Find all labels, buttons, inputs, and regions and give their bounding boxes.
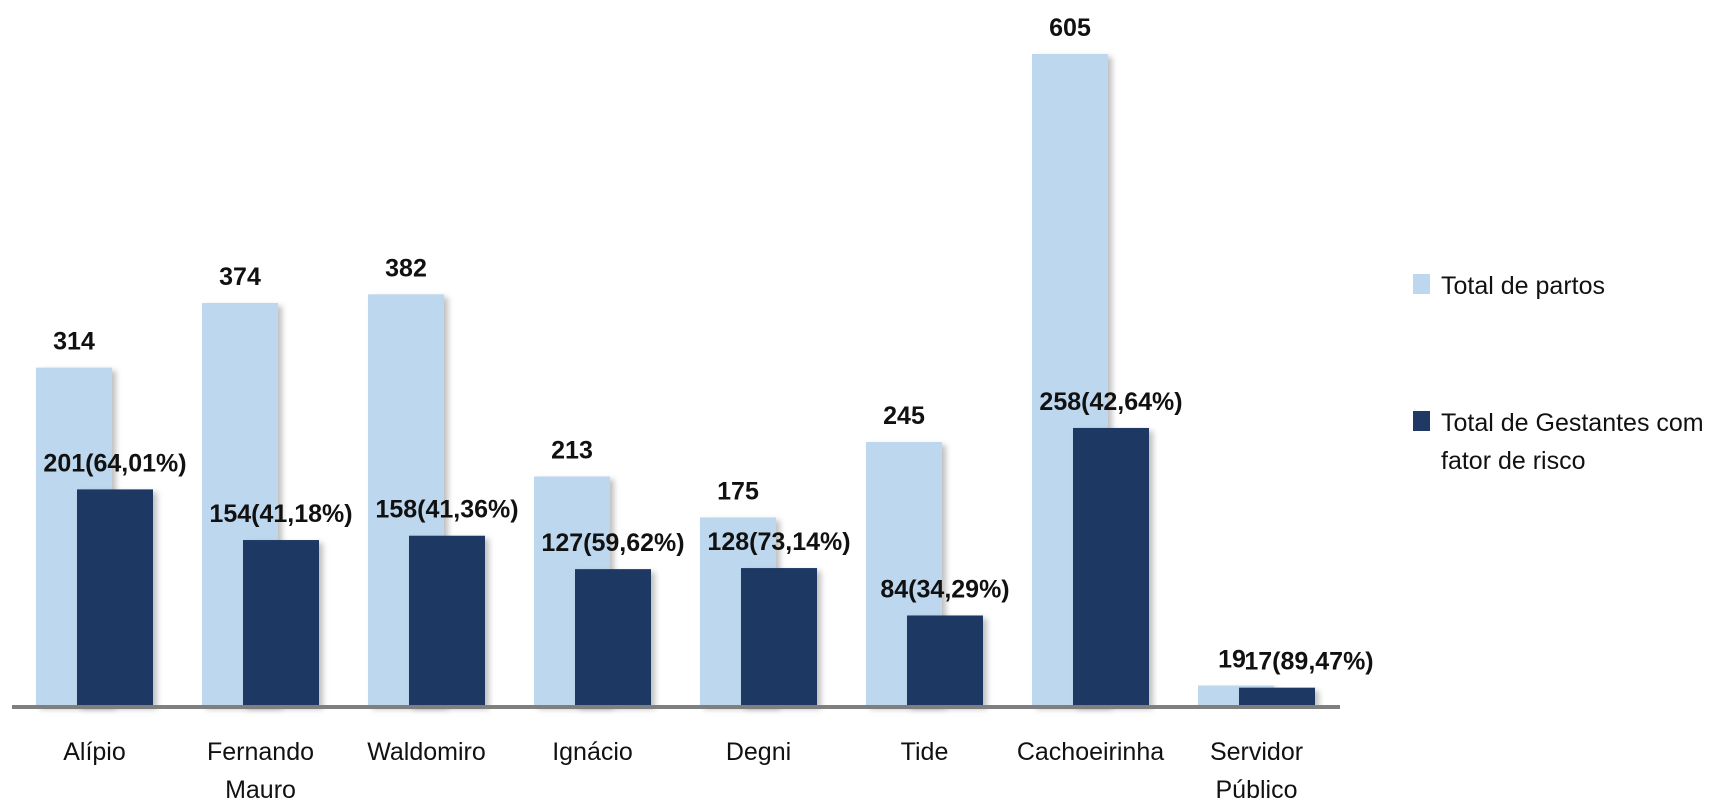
value-label-total-partos-6: 605 bbox=[1049, 14, 1091, 42]
bar-gestantes-risco-5 bbox=[907, 615, 983, 706]
value-label-gestantes-risco-2: 158(41,36%) bbox=[375, 496, 518, 524]
x-tick-label-6: Cachoeirinha bbox=[1017, 738, 1164, 766]
x-tick-label-1-line-0: Fernando bbox=[207, 738, 314, 766]
legend-label-1-line-1: fator de risco bbox=[1441, 447, 1586, 475]
legend: Total de partos Total de Gestantes com fat… bbox=[1413, 272, 1704, 475]
legend-label-1-line-0: Total de Gestantes com bbox=[1441, 409, 1704, 437]
value-label-gestantes-risco-4: 128(73,14%) bbox=[707, 528, 850, 556]
x-tick-label-7-line-1: Público bbox=[1216, 776, 1298, 801]
value-label-gestantes-risco-1: 154(41,18%) bbox=[209, 500, 352, 528]
value-label-total-partos-0: 314 bbox=[53, 328, 95, 356]
value-label-total-partos-7: 19 bbox=[1218, 646, 1246, 674]
x-tick-label-7-line-0: Servidor bbox=[1210, 738, 1303, 766]
value-label-total-partos-3: 213 bbox=[551, 436, 593, 464]
bar-gestantes-risco-7 bbox=[1239, 687, 1315, 706]
legend-label-0: Total de partos bbox=[1441, 272, 1605, 300]
bar-gestantes-risco-1 bbox=[243, 540, 319, 706]
bars-layer bbox=[36, 54, 1315, 706]
value-label-gestantes-risco-7: 17(89,47%) bbox=[1244, 648, 1373, 676]
x-tick-label-3: Ignácio bbox=[552, 738, 633, 766]
value-label-gestantes-risco-5: 84(34,29%) bbox=[880, 575, 1009, 603]
value-label-gestantes-risco-3: 127(59,62%) bbox=[541, 529, 684, 557]
legend-swatch-0 bbox=[1413, 274, 1430, 294]
value-label-gestantes-risco-0: 201(64,01%) bbox=[43, 449, 186, 477]
value-label-total-partos-5: 245 bbox=[883, 402, 925, 430]
x-tick-label-4: Degni bbox=[726, 738, 791, 766]
x-tick-label-0: Alípio bbox=[63, 738, 126, 766]
x-tick-label-2: Waldomiro bbox=[367, 738, 486, 766]
bar-gestantes-risco-2 bbox=[409, 535, 485, 706]
legend-swatch-1 bbox=[1413, 411, 1430, 431]
value-label-gestantes-risco-6: 258(42,64%) bbox=[1039, 388, 1182, 416]
bar-gestantes-risco-4 bbox=[741, 568, 817, 706]
x-tick-label-1-line-1: Mauro bbox=[225, 776, 296, 801]
x-tick-label-5: Tide bbox=[901, 738, 949, 766]
value-labels-layer: 314 201(64,01%) 374 154(41,18%) 382 158(41,36… bbox=[43, 14, 1373, 676]
value-label-total-partos-2: 382 bbox=[385, 254, 427, 282]
bar-gestantes-risco-0 bbox=[77, 489, 153, 706]
x-axis: Alípio Fernando Mauro Waldomiro Ignácio Degni… bbox=[12, 705, 1340, 801]
bar-gestantes-risco-3 bbox=[575, 569, 651, 706]
value-label-total-partos-1: 374 bbox=[219, 263, 261, 291]
bar-gestantes-risco-6 bbox=[1073, 427, 1149, 706]
value-label-total-partos-4: 175 bbox=[717, 477, 759, 505]
